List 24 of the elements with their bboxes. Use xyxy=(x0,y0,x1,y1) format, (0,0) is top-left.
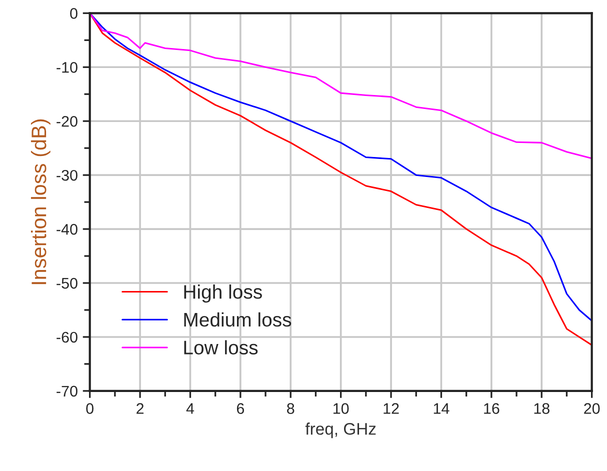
y-tick-label: 0 xyxy=(70,8,78,19)
x-tick-label: 20 xyxy=(584,403,600,414)
y-tick-label: -60 xyxy=(56,332,78,343)
x-tick-label: 0 xyxy=(86,403,94,414)
y-tick-label: -70 xyxy=(56,386,78,397)
x-tick-label: 14 xyxy=(434,403,450,414)
x-tick-label: 12 xyxy=(384,403,399,414)
x-tick-label: 4 xyxy=(186,403,194,414)
x-axis-title: freq, GHz xyxy=(305,422,376,438)
legend-label: High loss xyxy=(184,284,262,303)
legend-label: Low loss xyxy=(184,340,258,354)
x-tick-label: 18 xyxy=(534,403,550,414)
x-tick-label: 6 xyxy=(236,403,244,414)
y-tick-label: -10 xyxy=(56,62,78,73)
legend-label: Medium loss xyxy=(184,312,292,327)
x-tick-label: 2 xyxy=(136,403,144,414)
y-tick-label: -20 xyxy=(56,116,78,127)
x-tick-label: 8 xyxy=(287,403,294,414)
y-tick-label: -50 xyxy=(56,278,78,289)
x-tick-label: 16 xyxy=(484,403,500,414)
x-tick-label: 10 xyxy=(334,403,349,414)
y-tick-label: -30 xyxy=(56,170,78,181)
y-tick-label: -40 xyxy=(56,224,78,235)
y-axis-title: Insertion loss (dB) xyxy=(30,119,50,284)
